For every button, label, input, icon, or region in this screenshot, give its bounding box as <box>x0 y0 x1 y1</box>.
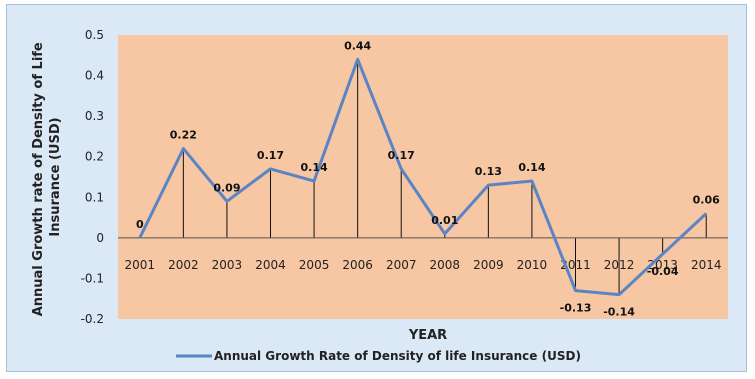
y-tick-label: 0.3 <box>85 109 104 123</box>
y-tick-label: 0 <box>96 231 104 245</box>
legend-entry: Annual Growth Rate of Density of life In… <box>214 349 581 363</box>
data-label: 0.01 <box>431 214 458 227</box>
data-label: 0.09 <box>213 181 240 194</box>
data-labels: 0 0.22 0.09 0.17 0.14 0.44 0.17 0.01 0.13 0.14 -0.… <box>136 39 720 318</box>
y-axis-title-line-1: Annual Growth rate of Density of Life <box>31 42 46 316</box>
series-line <box>138 57 708 297</box>
data-label: 0.14 <box>301 161 328 174</box>
data-label: -0.14 <box>603 306 635 319</box>
y-axis-title-line-2: Insurance (USD) <box>48 117 63 236</box>
y-tick-label: 0.2 <box>85 150 104 164</box>
data-label: 0.44 <box>344 39 371 52</box>
x-tick-label: 2006 <box>342 258 373 272</box>
x-tick-label: 2005 <box>299 258 330 272</box>
y-tick-label: 0.5 <box>85 28 104 42</box>
x-tick-label: 2007 <box>386 258 417 272</box>
legend: Annual Growth Rate of Density of life In… <box>176 349 581 363</box>
data-label: 0.17 <box>388 149 415 162</box>
plot-area <box>118 35 728 319</box>
x-tick-label: 2001 <box>125 258 156 272</box>
x-tick-label: 2014 <box>691 258 722 272</box>
data-label: -0.04 <box>647 265 679 278</box>
data-label: 0.13 <box>475 165 502 178</box>
data-label: 0.17 <box>257 149 284 162</box>
data-label: 0 <box>136 218 144 231</box>
x-tick-label: 2009 <box>473 258 504 272</box>
x-axis-title: YEAR <box>408 328 447 343</box>
y-tick-label: 0.4 <box>85 69 104 83</box>
y-axis-title: Annual Growth rate of Density of Life In… <box>31 38 63 317</box>
x-tick-label: 2010 <box>517 258 548 272</box>
y-tick-label: -0.1 <box>81 271 104 285</box>
y-tick-labels: -0.2 -0.1 0 0.1 0.2 0.3 0.4 0.5 <box>81 28 104 326</box>
y-tick-label: -0.2 <box>81 312 104 326</box>
data-label: 0.22 <box>170 129 197 142</box>
data-label: -0.13 <box>560 302 592 315</box>
data-label: 0.06 <box>693 194 720 207</box>
x-tick-label: 2008 <box>430 258 461 272</box>
x-tick-label: 2002 <box>168 258 199 272</box>
data-label: 0.14 <box>518 161 545 174</box>
x-tick-label: 2012 <box>604 258 635 272</box>
y-tick-label: 0.1 <box>85 190 104 204</box>
x-tick-labels: 2001 2002 2003 2004 2005 2006 2007 2008 2009 2010… <box>125 258 722 272</box>
x-tick-label: 2004 <box>255 258 286 272</box>
drop-lines <box>182 59 707 295</box>
x-tick-label: 2003 <box>212 258 243 272</box>
